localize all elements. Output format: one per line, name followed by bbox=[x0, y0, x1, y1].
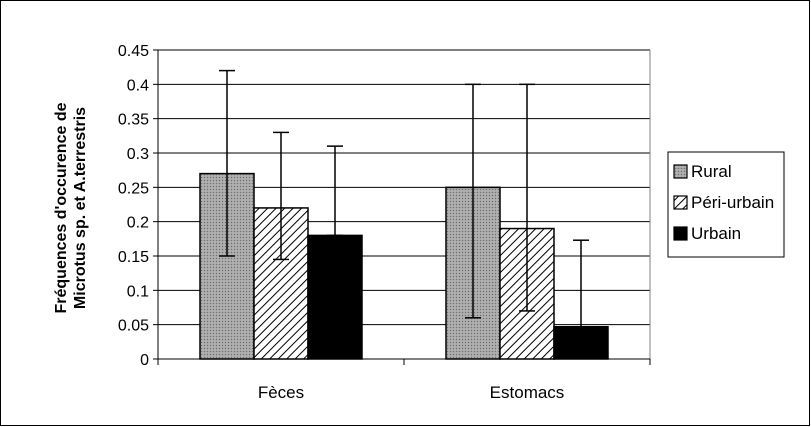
y-tick-label: 0.4 bbox=[127, 77, 149, 94]
y-tick-labels: 0 0.05 0.1 0.15 0.2 0.25 0.3 0.35 0.4 0.45 bbox=[118, 43, 149, 369]
legend-label: Rural bbox=[691, 162, 732, 181]
y-tick-label: 0 bbox=[140, 352, 149, 369]
y-tick-label: 0.3 bbox=[127, 146, 149, 163]
x-category-label: Fèces bbox=[258, 383, 304, 402]
legend-swatch bbox=[673, 164, 688, 179]
y-axis-label-line-1: Fréquences d'occurence de bbox=[53, 102, 70, 313]
y-tick-label: 0.25 bbox=[118, 180, 149, 197]
y-axis-label-line-2: Microtus sp. et A.terrestris bbox=[72, 107, 89, 309]
legend-label: Urbain bbox=[691, 224, 741, 243]
x-category-label: Estomacs bbox=[490, 383, 565, 402]
bar-urbain-0 bbox=[307, 234, 363, 360]
legend: Rural Péri-urbain Urbain bbox=[667, 151, 785, 258]
y-tick-label: 0.15 bbox=[118, 249, 149, 266]
y-tick-label: 0.1 bbox=[127, 283, 149, 300]
error-bars bbox=[219, 69, 589, 328]
y-axis-label: Fréquences d'occurence de Microtus sp. e… bbox=[53, 102, 89, 313]
axes bbox=[157, 50, 651, 365]
y-tick-label: 0.35 bbox=[118, 112, 149, 129]
legend-swatch bbox=[673, 226, 688, 241]
y-tick-label: 0.45 bbox=[118, 43, 149, 60]
y-tick-label: 0.05 bbox=[118, 318, 149, 335]
legend-swatch bbox=[673, 195, 688, 210]
legend-label: Péri-urbain bbox=[691, 193, 774, 212]
x-category-labels: Fèces Estomacs bbox=[258, 383, 564, 402]
bar-urbain-1 bbox=[553, 325, 609, 360]
y-tick-label: 0.2 bbox=[127, 215, 149, 232]
